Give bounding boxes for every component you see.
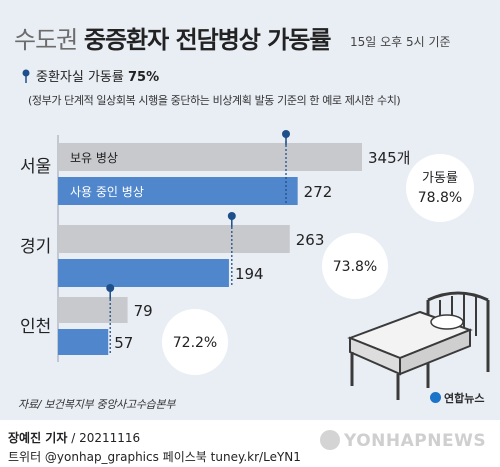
bar-used-1 xyxy=(58,259,229,287)
threshold-legend: 중환자실 가동률 75% xyxy=(20,66,159,85)
series-label-used: 사용 중인 병상 xyxy=(70,185,144,199)
yonhap-logo-icon xyxy=(430,392,441,403)
rate-bubble-2 xyxy=(162,309,228,375)
category-label-2: 인천 xyxy=(20,317,51,337)
rate-value-1: 73.8% xyxy=(333,259,377,275)
series-label-total: 보유 병상 xyxy=(70,151,118,165)
byline-name: 장예진 기자 xyxy=(8,431,68,445)
threshold-legend-note: (정부가 단계적 일상회복 시행을 중단하는 비상계획 발동 기준의 한 예로 … xyxy=(28,94,401,107)
bar-total-0 xyxy=(58,143,362,171)
rate-value-0: 78.8% xyxy=(418,190,462,206)
threshold-legend-label: 중환자실 가동률 xyxy=(36,70,128,85)
watermark: YONHAPNEWS xyxy=(320,430,486,451)
title-light: 수도권 xyxy=(14,26,78,54)
bar-used-0 xyxy=(58,177,298,205)
watermark-icon xyxy=(320,430,340,450)
value-total-0: 345개 xyxy=(368,149,410,167)
bar-used-2 xyxy=(58,329,109,355)
value-used-1: 194 xyxy=(235,265,264,283)
source-note: 자료/ 보건복지부 중앙사고수습본부 xyxy=(18,398,176,411)
yonhap-logo-text: 연합뉴스 xyxy=(444,392,485,405)
category-label-1: 경기 xyxy=(20,237,51,257)
rate-bubble-1 xyxy=(322,233,388,299)
bar-total-1 xyxy=(58,225,290,253)
byline-date: / 20211116 xyxy=(67,431,141,445)
threshold-pin-0 xyxy=(282,130,290,138)
title-bold: 중증환자 전담병상 가동률 xyxy=(83,26,332,54)
threshold-pin-2 xyxy=(106,284,115,292)
yonhap-logo: 연합뉴스 xyxy=(430,390,484,406)
social-handles: 트위터 @yonhap_graphics 페이스북 tuney.kr/LeYN1 xyxy=(8,450,301,464)
category-label-0: 서울 xyxy=(20,157,51,177)
byline: 장예진 기자 / 20211116 xyxy=(8,429,140,446)
value-used-0: 272 xyxy=(304,183,333,201)
threshold-pin-1 xyxy=(227,212,236,220)
value-used-2: 57 xyxy=(114,334,133,352)
value-total-1: 263 xyxy=(296,231,325,249)
page-subtitle: 15일 오후 5시 기준 xyxy=(350,35,451,49)
watermark-text: YONHAPNEWS xyxy=(344,431,487,451)
bar-total-2 xyxy=(58,297,128,323)
page-title: 수도권 중증환자 전담병상 가동률 xyxy=(14,20,332,55)
rate-bubble-0 xyxy=(406,154,474,222)
hospital-bed-icon xyxy=(347,291,490,400)
rate-value-2: 72.2% xyxy=(173,335,217,351)
pin-icon xyxy=(20,69,32,83)
value-total-2: 79 xyxy=(134,302,153,320)
threshold-legend-value: 75% xyxy=(128,70,160,85)
rate-label-0: 가동률 xyxy=(422,171,458,186)
